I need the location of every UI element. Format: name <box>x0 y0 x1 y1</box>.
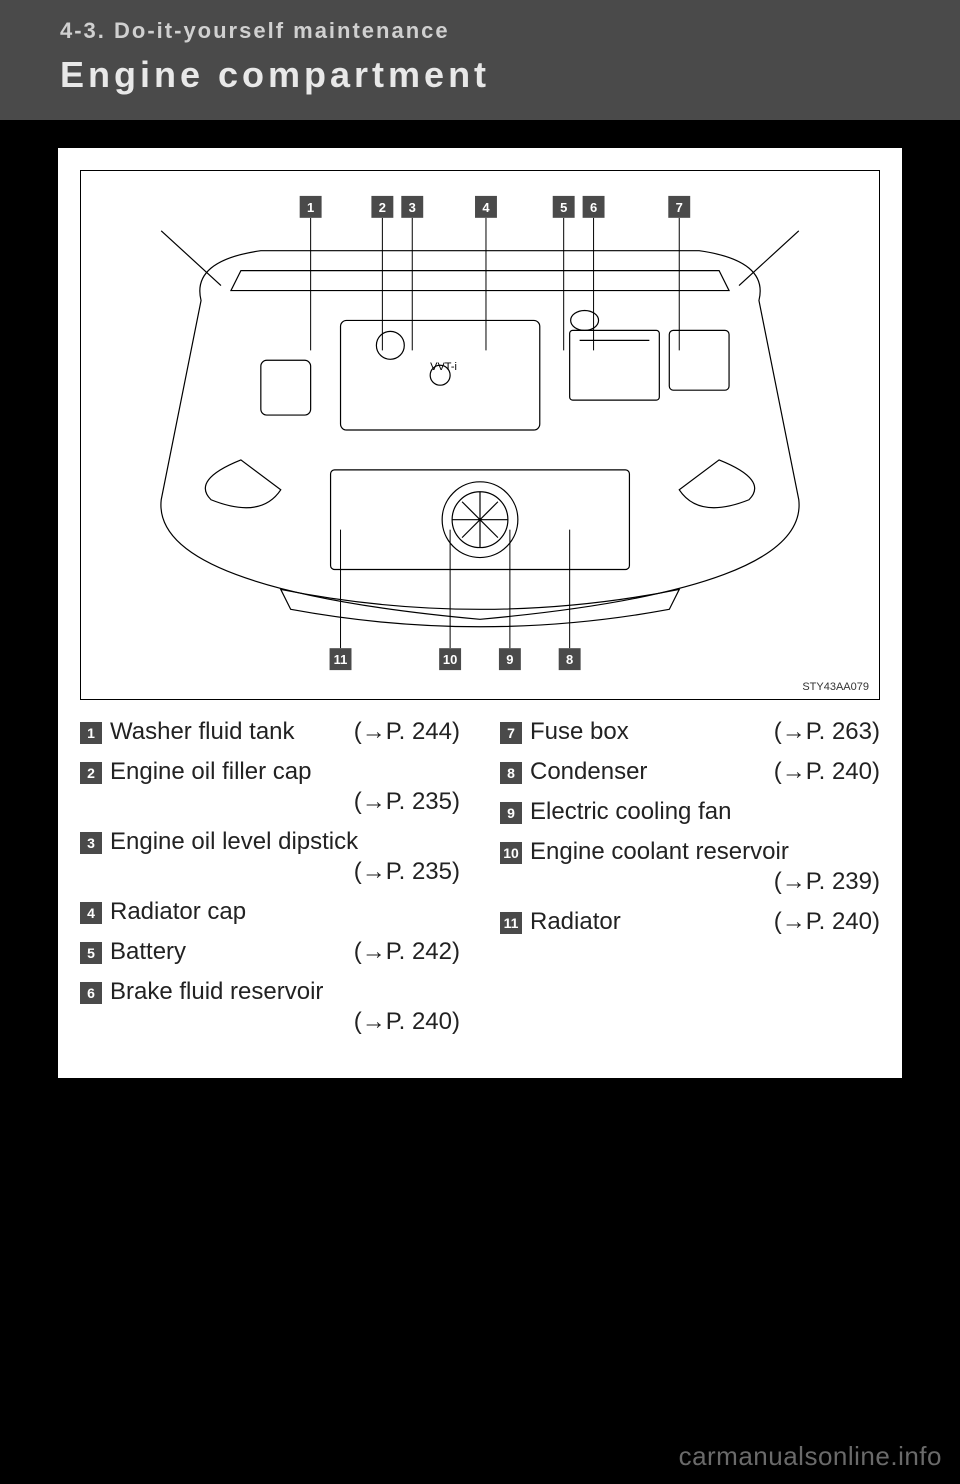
legend-item: 9 Electric cooling fan <box>500 798 880 826</box>
legend-label: Engine coolant reservoir <box>530 838 880 866</box>
legend-label: Brake fluid reservoir <box>110 978 460 1006</box>
legend-item: 6 Brake fluid reservoir(→P. 240) <box>80 978 460 1036</box>
legend-item: 4 Radiator cap <box>80 898 460 926</box>
legend-number-box: 7 <box>500 722 522 744</box>
legend-number-box: 5 <box>80 942 102 964</box>
legend: 1 Washer fluid tank (→P. 244) 2 Engine oil f… <box>80 718 880 1048</box>
legend-number-box: 3 <box>80 832 102 854</box>
callout-number: 8 <box>566 652 573 667</box>
legend-number-box: 4 <box>80 902 102 924</box>
legend-text: Engine oil level dipstick(→P. 235) <box>110 828 460 886</box>
legend-label: Engine oil filler cap <box>110 758 460 786</box>
legend-item: 3 Engine oil level dipstick(→P. 235) <box>80 828 460 886</box>
legend-label: Battery <box>110 938 186 966</box>
legend-item: 7 Fuse box (→P. 263) <box>500 718 880 746</box>
legend-item: 1 Washer fluid tank (→P. 244) <box>80 718 460 746</box>
engine-diagram-frame: VVT-i <box>80 170 880 700</box>
legend-label: Radiator cap <box>110 898 246 926</box>
legend-label: Radiator <box>530 908 621 936</box>
section-label: 4-3. Do-it-yourself maintenance <box>60 18 900 44</box>
legend-col-left: 1 Washer fluid tank (→P. 244) 2 Engine oil f… <box>80 718 460 1048</box>
legend-number-box: 11 <box>500 912 522 934</box>
callout-number: 3 <box>409 200 416 215</box>
page-ref: (→P. 235) <box>110 858 460 886</box>
page-ref: (→P. 239) <box>530 868 880 896</box>
page-ref: (→P. 263) <box>774 718 880 746</box>
legend-col-right: 7 Fuse box (→P. 263) 8 Condenser (→P. 240) 9 El… <box>500 718 880 1048</box>
legend-number-box: 1 <box>80 722 102 744</box>
callout-number: 4 <box>482 200 490 215</box>
watermark: carmanualsonline.info <box>679 1441 942 1472</box>
page-ref: (→P. 235) <box>110 788 460 816</box>
diagram-code: STY43AA079 <box>802 681 869 693</box>
legend-text: Engine oil filler cap(→P. 235) <box>110 758 460 816</box>
legend-number-box: 9 <box>500 802 522 824</box>
legend-item: 5 Battery (→P. 242) <box>80 938 460 966</box>
legend-item: 11 Radiator (→P. 240) <box>500 908 880 936</box>
legend-number-box: 10 <box>500 842 522 864</box>
legend-text: Fuse box (→P. 263) <box>530 718 880 746</box>
legend-text: Radiator (→P. 240) <box>530 908 880 936</box>
legend-label: Fuse box <box>530 718 629 746</box>
legend-label: Electric cooling fan <box>530 798 731 826</box>
legend-item: 8 Condenser (→P. 240) <box>500 758 880 786</box>
svg-text:VVT-i: VVT-i <box>430 361 457 373</box>
callout-number: 5 <box>560 200 567 215</box>
page-header: 4-3. Do-it-yourself maintenance Engine c… <box>0 0 960 120</box>
callout-number: 6 <box>590 200 597 215</box>
page-ref: (→P. 240) <box>110 1008 460 1036</box>
callout-number: 10 <box>443 652 457 667</box>
legend-text: Radiator cap <box>110 898 460 926</box>
callout-number: 9 <box>506 652 513 667</box>
legend-number-box: 2 <box>80 762 102 784</box>
callout-number: 11 <box>334 652 348 667</box>
legend-label: Condenser <box>530 758 647 786</box>
page-ref: (→P. 240) <box>774 758 880 786</box>
content-box: VVT-i <box>58 148 902 1078</box>
callout-number: 7 <box>676 200 683 215</box>
legend-number-box: 6 <box>80 982 102 1004</box>
callout-number: 1 <box>307 200 314 215</box>
legend-text: Brake fluid reservoir(→P. 240) <box>110 978 460 1036</box>
legend-item: 2 Engine oil filler cap(→P. 235) <box>80 758 460 816</box>
legend-text: Battery (→P. 242) <box>110 938 460 966</box>
legend-text: Electric cooling fan <box>530 798 880 826</box>
legend-label: Engine oil level dipstick <box>110 828 460 856</box>
page-ref: (→P. 244) <box>354 718 460 746</box>
legend-text: Engine coolant reservoir(→P. 239) <box>530 838 880 896</box>
page-title: Engine compartment <box>60 54 900 96</box>
engine-diagram: VVT-i <box>81 171 879 699</box>
legend-text: Washer fluid tank (→P. 244) <box>110 718 460 746</box>
page-ref: (→P. 240) <box>774 908 880 936</box>
legend-label: Washer fluid tank <box>110 718 295 746</box>
legend-text: Condenser (→P. 240) <box>530 758 880 786</box>
legend-item: 10 Engine coolant reservoir(→P. 239) <box>500 838 880 896</box>
callout-number: 2 <box>379 200 386 215</box>
page-ref: (→P. 242) <box>354 938 460 966</box>
legend-number-box: 8 <box>500 762 522 784</box>
